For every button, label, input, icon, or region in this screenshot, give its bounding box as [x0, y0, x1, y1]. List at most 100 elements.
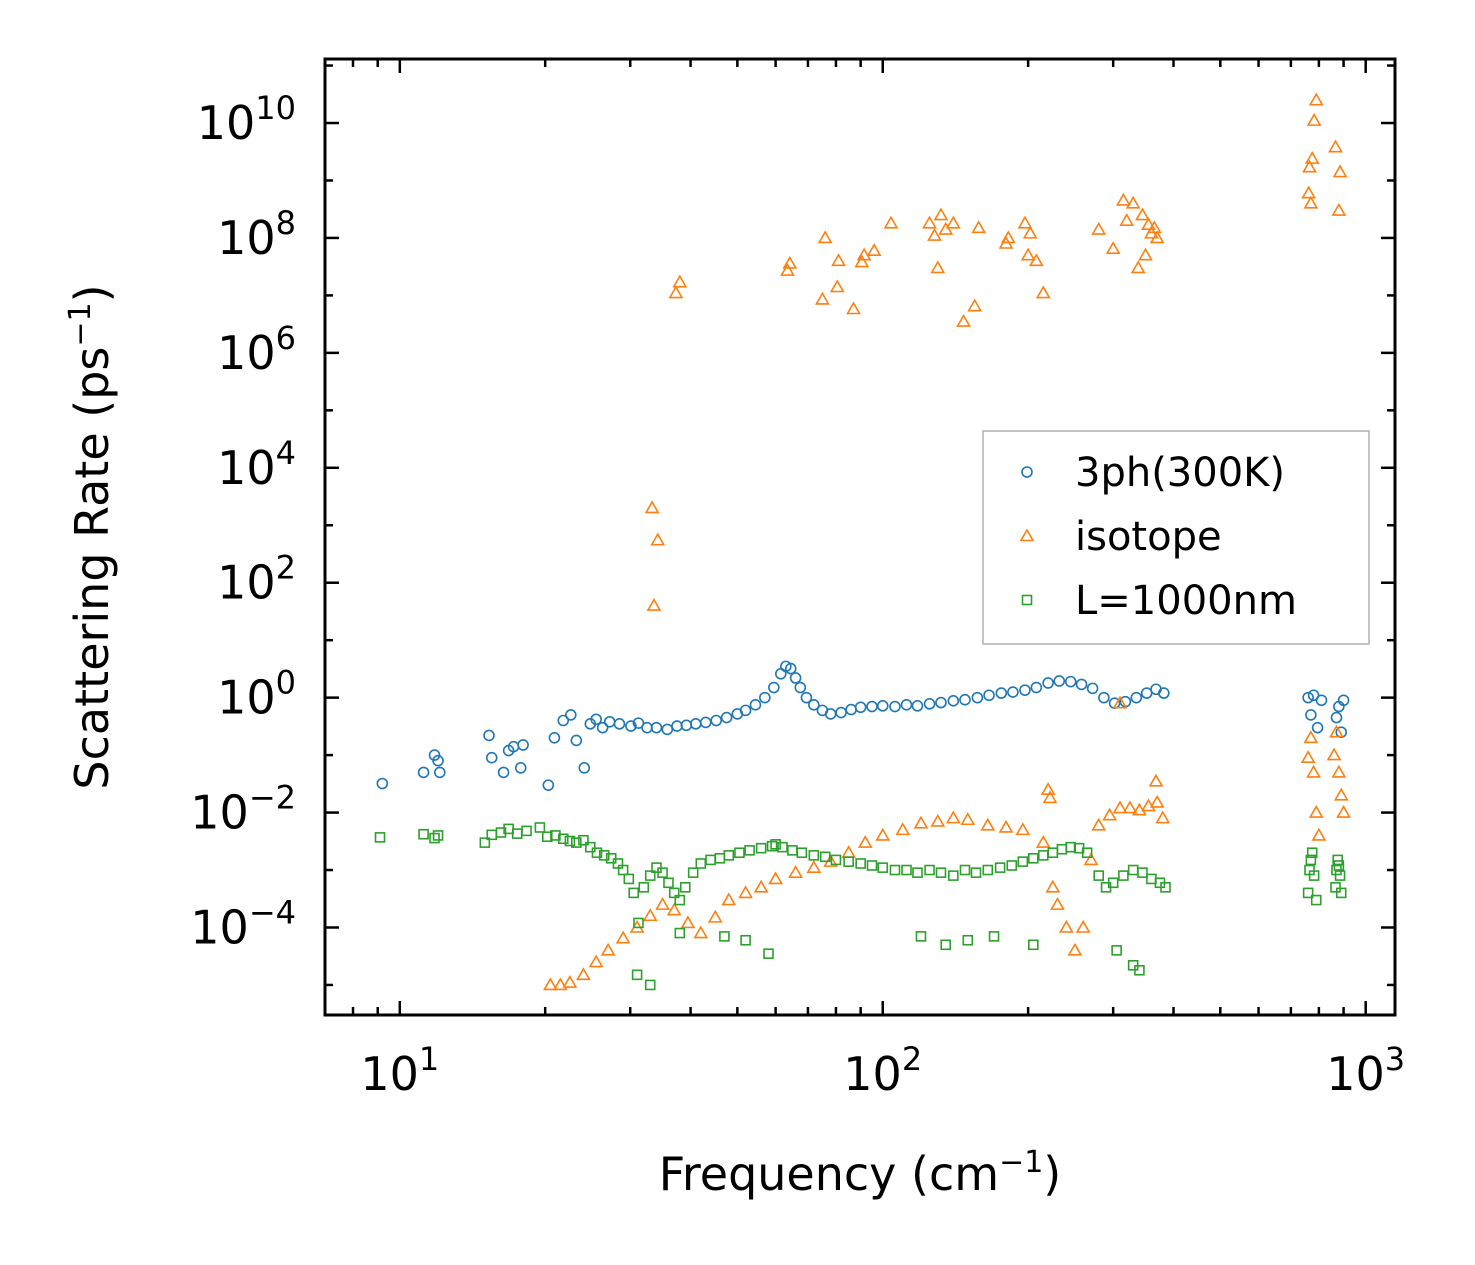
- data-point: [947, 695, 960, 707]
- data-point: [1335, 887, 1347, 899]
- data-point: [1141, 217, 1156, 230]
- data-point: [770, 839, 781, 850]
- data-point: [780, 262, 795, 276]
- data-point: [1098, 691, 1110, 704]
- data-point: [1075, 919, 1091, 933]
- data-point: [661, 723, 674, 736]
- data-point: [585, 841, 596, 853]
- y-axis-title: Scattering Rate (ps−1): [63, 284, 119, 789]
- data-point: [1331, 202, 1347, 216]
- data-point: [1093, 870, 1104, 881]
- data-point: [720, 711, 733, 724]
- data-point: [945, 215, 961, 229]
- data-point: [721, 892, 737, 906]
- data-point: [1332, 164, 1348, 178]
- data-point: [1127, 864, 1139, 876]
- data-point: [912, 867, 923, 878]
- y-tick-label: 102: [217, 549, 296, 610]
- data-point: [655, 897, 670, 910]
- data-point: [1015, 822, 1031, 836]
- data-point: [707, 909, 723, 923]
- data-point: [1047, 847, 1059, 859]
- data-point: [933, 207, 949, 221]
- data-point: [576, 967, 591, 981]
- data-point: [796, 847, 808, 859]
- data-point: [671, 720, 683, 732]
- data-point: [768, 871, 783, 885]
- data-point: [1022, 225, 1038, 239]
- data-point: [1111, 945, 1122, 956]
- data-point: [971, 691, 984, 704]
- data-point: [680, 915, 696, 929]
- data-point: [967, 298, 983, 312]
- data-point: [1337, 694, 1350, 707]
- x-axis-title: Frequency (cm−1): [659, 1145, 1062, 1201]
- data-point: [1140, 687, 1153, 699]
- data-point: [1045, 879, 1061, 893]
- data-point: [788, 865, 803, 878]
- data-point: [962, 934, 974, 946]
- data-point: [650, 721, 663, 734]
- data-point: [998, 819, 1014, 833]
- data-point: [841, 845, 857, 859]
- data-point: [901, 864, 912, 876]
- legend-label: 3ph(300K): [1075, 450, 1285, 496]
- data-point: [557, 833, 569, 845]
- data-point: [740, 934, 751, 946]
- data-point: [623, 873, 635, 885]
- data-point: [644, 500, 660, 514]
- data-point: [714, 852, 726, 864]
- data-point: [889, 700, 901, 713]
- data-point: [723, 850, 735, 861]
- data-point: [1330, 711, 1343, 724]
- data-point: [1028, 852, 1039, 864]
- data-point: [1149, 794, 1165, 808]
- data-point: [1000, 230, 1016, 244]
- data-point: [514, 762, 527, 774]
- data-point: [784, 662, 797, 675]
- axis-tick-labels: 101 102 103 10−4 10−2 100 102 104 106 108 1010: [190, 89, 1405, 1101]
- data-point: [689, 718, 702, 730]
- data-point: [924, 864, 935, 876]
- series-square: [374, 822, 1347, 991]
- data-point: [1006, 860, 1018, 871]
- data-point: [824, 708, 837, 720]
- y-tick-label: 10−4: [190, 893, 296, 954]
- data-point: [856, 247, 872, 261]
- data-point: [596, 721, 609, 734]
- data-point: [889, 864, 901, 876]
- data-point: [1333, 787, 1349, 801]
- data-point: [710, 714, 723, 727]
- data-point: [877, 862, 889, 873]
- x-tick-label: 103: [1326, 1040, 1405, 1101]
- data-point: [617, 864, 629, 876]
- data-point: [875, 827, 891, 841]
- data-point: [808, 850, 820, 861]
- data-point: [590, 713, 602, 726]
- legend-label: L=1000nm: [1075, 578, 1297, 624]
- data-point: [483, 729, 495, 742]
- data-point: [1086, 682, 1099, 695]
- data-point: [1330, 882, 1341, 893]
- data-point: [1308, 870, 1320, 881]
- data-point: [782, 255, 798, 269]
- data-point: [913, 815, 929, 829]
- data-point: [1334, 870, 1346, 881]
- data-point: [768, 681, 780, 694]
- data-point: [994, 862, 1006, 873]
- data-point: [923, 698, 936, 710]
- legend-label: isotope: [1075, 514, 1222, 560]
- data-point: [600, 942, 616, 956]
- data-point: [1030, 681, 1043, 694]
- data-point: [1146, 873, 1157, 885]
- data-point: [693, 925, 709, 939]
- data-point: [777, 841, 788, 853]
- data-point: [927, 227, 942, 241]
- data-point: [631, 969, 643, 981]
- data-point: [1105, 241, 1121, 254]
- data-point: [641, 721, 653, 734]
- data-point: [1137, 867, 1148, 878]
- data-point: [866, 700, 878, 713]
- data-point: [644, 979, 656, 991]
- data-point: [959, 864, 971, 876]
